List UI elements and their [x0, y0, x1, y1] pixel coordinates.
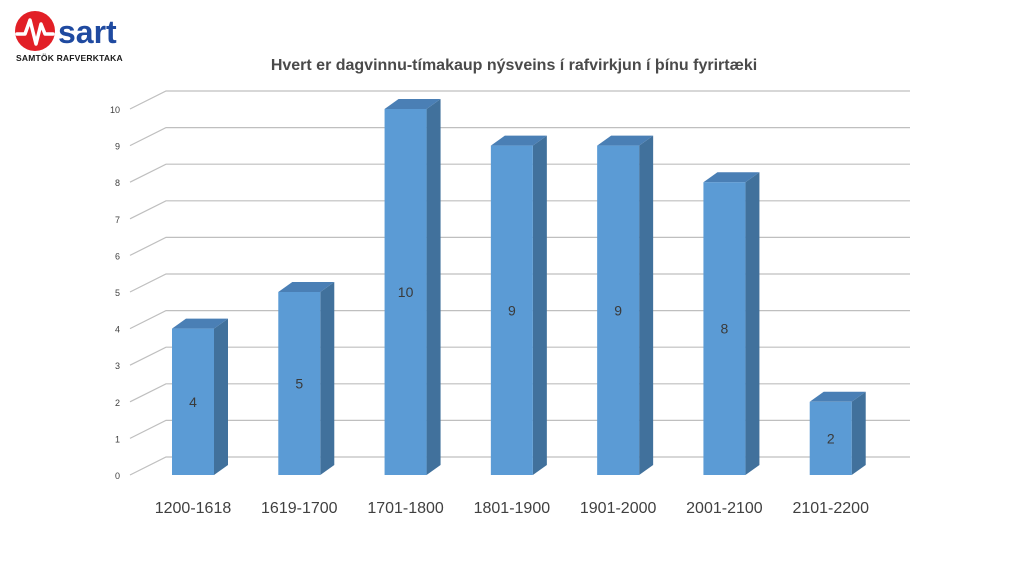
gridline: [129, 200, 910, 220]
bar: [172, 328, 214, 475]
bar-value-label: 10: [398, 284, 414, 300]
bar-top: [490, 135, 547, 146]
gridline: [129, 90, 910, 110]
x-axis-ticks: 1200-1618 1619-1700 1701-1800 1801-1900 1901…: [155, 500, 869, 517]
bar: [597, 145, 640, 475]
x-tick-label: 2101-2200: [792, 500, 869, 517]
bar-top: [809, 391, 866, 402]
bar: [809, 401, 852, 475]
bar: [384, 109, 427, 475]
y-tick-label: 1: [115, 434, 120, 444]
bar-side: [214, 318, 228, 475]
bar-side: [851, 391, 866, 475]
gridline: [129, 456, 910, 476]
gridline: [129, 273, 910, 293]
chart-title: Hvert er dagvinnu-tímakaup nýsveins í ra…: [271, 57, 757, 74]
bar-value-label: 5: [295, 376, 303, 392]
gridline: [129, 126, 910, 147]
bar-side: [320, 282, 335, 475]
bar-top: [384, 99, 441, 109]
bar: [703, 182, 746, 475]
bar: [278, 292, 321, 475]
gridline: [129, 383, 910, 403]
bar-side: [639, 135, 654, 475]
bar-value-label: 2: [827, 430, 835, 446]
bar-value-label: 9: [614, 302, 622, 318]
gridline: [129, 310, 910, 330]
grid-layer: [129, 90, 910, 476]
x-tick-label: 1701-1800: [367, 500, 444, 517]
bars: 4 5 10 9 9 8 2: [172, 99, 866, 475]
gridline: [129, 346, 910, 366]
bar-value-label: 4: [189, 394, 197, 410]
bar-top: [172, 318, 228, 329]
x-tick-label: 1901-2000: [580, 500, 657, 517]
x-tick-label: 1619-1700: [261, 500, 338, 517]
y-tick-label: 5: [115, 288, 120, 298]
bar: [490, 145, 533, 475]
y-axis-ticks: 0 1 2 3 4 5 6 7 8 9 10: [110, 105, 120, 481]
bar-side: [745, 172, 760, 475]
y-tick-label: 2: [115, 398, 120, 408]
logo-pulse-icon: [15, 18, 55, 46]
bar-value-label: 9: [508, 302, 516, 318]
x-tick-label: 1200-1618: [155, 500, 232, 517]
x-tick-label: 1801-1900: [474, 500, 551, 517]
y-tick-label: 7: [115, 215, 120, 225]
y-tick-label: 9: [115, 142, 120, 152]
y-tick-label: 3: [115, 361, 120, 371]
logo-word: sart: [58, 14, 117, 50]
y-tick-label: 10: [110, 105, 120, 115]
y-tick-label: 0: [115, 471, 120, 481]
bar-top: [278, 282, 335, 292]
x-tick-label: 2001-2100: [686, 500, 763, 517]
bar-top: [703, 172, 760, 183]
gridline: [129, 236, 910, 256]
bar-value-label: 8: [721, 321, 729, 337]
logo-circle: [15, 11, 55, 51]
sart-logo: sart: [15, 11, 117, 51]
gridline: [129, 419, 910, 439]
bar-side: [532, 135, 547, 475]
y-tick-label: 8: [115, 178, 120, 188]
y-tick-label: 4: [115, 325, 120, 335]
logo-tagline: SAMTÖK RAFVERKTAKA: [16, 53, 123, 63]
bar-top: [597, 135, 654, 146]
gridline: [129, 163, 910, 183]
y-tick-label: 6: [115, 251, 120, 261]
bar-side: [426, 99, 441, 475]
